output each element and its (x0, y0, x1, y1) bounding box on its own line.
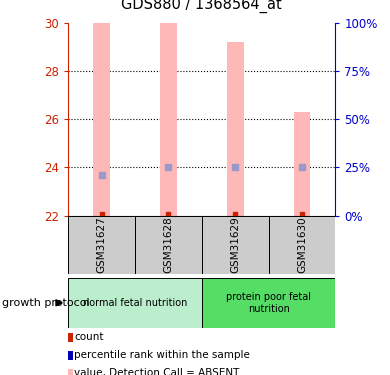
Text: GSM31630: GSM31630 (297, 216, 307, 273)
Bar (135, 216, 202, 274)
Bar (68, 216, 135, 274)
Bar (68, 369, 73, 375)
Text: count: count (74, 332, 104, 342)
Bar (227, 42, 244, 216)
Bar (68, 278, 202, 328)
Bar (202, 278, 335, 328)
Text: GSM31628: GSM31628 (163, 216, 174, 273)
Text: value, Detection Call = ABSENT: value, Detection Call = ABSENT (74, 368, 239, 375)
Bar (269, 216, 335, 274)
Text: GSM31629: GSM31629 (230, 216, 240, 273)
Bar (68, 333, 73, 342)
Text: protein poor fetal
nutrition: protein poor fetal nutrition (226, 292, 311, 314)
Bar (294, 112, 310, 216)
Text: GSM31627: GSM31627 (97, 216, 106, 273)
Text: growth protocol: growth protocol (2, 298, 90, 308)
Bar (93, 22, 110, 216)
Bar (68, 351, 73, 360)
Bar (160, 22, 177, 216)
Text: normal fetal nutrition: normal fetal nutrition (83, 298, 187, 308)
Bar (202, 216, 269, 274)
Text: percentile rank within the sample: percentile rank within the sample (74, 350, 250, 360)
Text: GDS880 / 1368564_at: GDS880 / 1368564_at (121, 0, 282, 13)
